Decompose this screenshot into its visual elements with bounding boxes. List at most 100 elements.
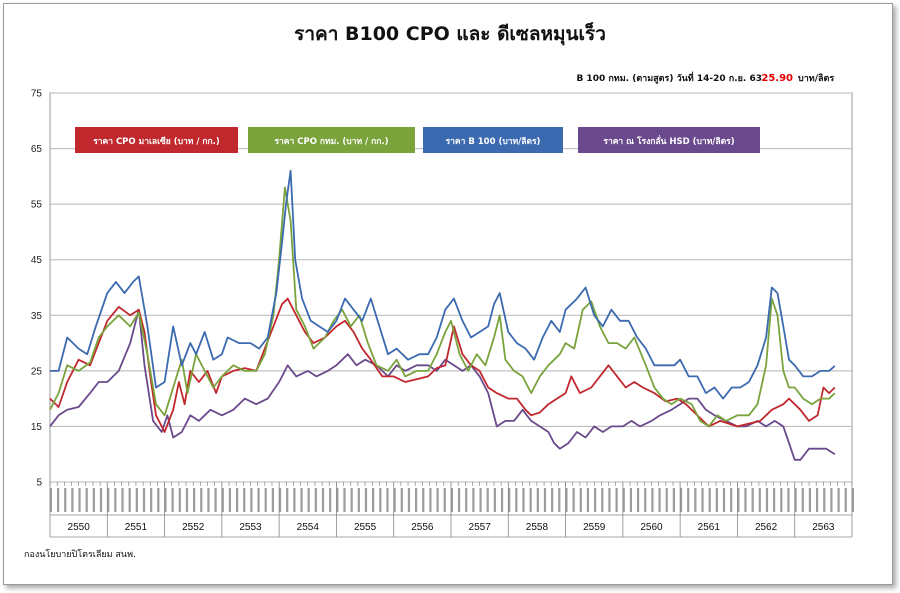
x-week-tick-mark [701, 488, 704, 512]
x-week-tick-glyph [536, 488, 539, 512]
x-week-tick-glyph [773, 488, 776, 512]
x-week-tick-mark [99, 488, 103, 512]
x-week-tick-glyph [271, 488, 274, 512]
x-week-tick-glyph [357, 488, 360, 512]
legend-label-2: ราคา B 100 (บาท/ลิตร) [446, 136, 541, 147]
x-week-tick-glyph [744, 488, 747, 512]
x-week-tick-glyph [730, 488, 733, 512]
x-week-tick-mark [314, 488, 317, 512]
x-week-tick-glyph [608, 488, 611, 512]
x-week-tick-mark [751, 488, 754, 512]
x-week-tick-glyph [243, 488, 246, 512]
x-week-tick-mark [823, 488, 826, 512]
x-week-tick-mark [493, 488, 496, 512]
x-week-tick-glyph [708, 488, 711, 512]
x-week-tick-glyph [135, 488, 138, 512]
x-week-tick-glyph [615, 488, 618, 512]
x-week-tick-mark [551, 488, 554, 512]
b100-price-value: 25.90 [761, 73, 793, 84]
x-week-tick-mark [372, 488, 375, 512]
x-week-tick-glyph [500, 488, 504, 512]
x-week-tick-glyph [436, 488, 439, 512]
x-tick-label-2551: 2551 [125, 522, 148, 533]
y-tick-label: 15 [31, 422, 43, 433]
x-week-tick-glyph [264, 488, 267, 512]
x-week-tick-glyph [142, 488, 146, 512]
x-tick-label-2559: 2559 [583, 522, 606, 533]
x-week-tick-glyph [672, 488, 675, 512]
legend-label-1: ราคา CPO กทม. (บาท / กก.) [274, 137, 388, 147]
x-week-tick-glyph [207, 488, 210, 512]
x-week-tick-glyph [601, 488, 604, 512]
x-week-tick-glyph [715, 488, 718, 512]
x-week-tick-mark [815, 488, 819, 512]
x-week-tick-mark [722, 488, 726, 512]
x-week-tick-glyph [722, 488, 726, 512]
x-week-tick-mark [629, 488, 633, 512]
x-week-tick-mark [171, 488, 174, 512]
x-week-tick-glyph [300, 488, 303, 512]
x-week-tick-mark [307, 488, 310, 512]
x-week-tick-mark [243, 488, 246, 512]
x-week-tick-mark [608, 488, 611, 512]
x-week-tick-mark [615, 488, 618, 512]
legend-swatch-2 [423, 127, 563, 153]
x-week-tick-glyph [844, 488, 847, 512]
x-week-tick-glyph [629, 488, 633, 512]
x-week-tick-glyph [128, 488, 131, 512]
x-week-tick-mark [257, 488, 260, 512]
x-week-tick-glyph [801, 488, 804, 512]
x-week-tick-mark [744, 488, 747, 512]
x-week-tick-glyph [636, 488, 640, 512]
x-week-tick-glyph [99, 488, 103, 512]
x-week-tick-glyph [665, 488, 668, 512]
x-week-tick-glyph [422, 488, 425, 512]
x-week-tick-mark [730, 488, 733, 512]
x-week-tick-mark [443, 488, 446, 512]
x-week-tick-mark [414, 488, 418, 512]
x-week-tick-mark [286, 488, 289, 512]
x-week-tick-glyph [515, 488, 518, 512]
x-week-tick-mark [85, 488, 88, 512]
x-week-tick-glyph [472, 488, 475, 512]
x-week-tick-mark [379, 488, 382, 512]
x-week-tick-mark [271, 488, 274, 512]
x-week-tick-mark [636, 488, 640, 512]
x-week-tick-glyph [150, 488, 153, 512]
x-week-tick-glyph [694, 488, 697, 512]
x-tick-label-2563: 2563 [812, 522, 835, 533]
x-week-tick-glyph [479, 488, 482, 512]
x-week-tick-mark [465, 488, 468, 512]
x-week-tick-glyph [808, 488, 812, 512]
x-week-tick-mark [651, 488, 654, 512]
x-week-tick-glyph [429, 488, 432, 512]
x-week-tick-glyph [71, 488, 74, 512]
x-week-tick-glyph [658, 488, 661, 512]
x-week-tick-mark [150, 488, 153, 512]
x-week-tick-mark [364, 488, 368, 512]
x-week-tick-glyph [443, 488, 446, 512]
series-line-0 [49, 297, 836, 433]
x-week-tick-glyph [787, 488, 790, 512]
x-week-tick-glyph [493, 488, 496, 512]
x-week-tick-mark [214, 488, 217, 512]
x-week-tick-mark [594, 488, 597, 512]
x-week-tick-mark [178, 488, 181, 512]
x-week-tick-glyph [64, 488, 67, 512]
x-week-tick-glyph [178, 488, 181, 512]
x-week-tick-glyph [522, 488, 525, 512]
x-week-tick-glyph [350, 488, 353, 512]
x-week-tick-mark [472, 488, 475, 512]
x-week-tick-glyph [551, 488, 554, 512]
x-week-tick-mark [436, 488, 439, 512]
x-week-tick-glyph [558, 488, 561, 512]
x-week-tick-glyph [758, 488, 761, 512]
x-week-tick-mark [357, 488, 360, 512]
x-week-tick-mark [264, 488, 267, 512]
x-week-tick-mark [114, 488, 117, 512]
x-week-tick-glyph [543, 488, 547, 512]
chart-title: ราคา B100 CPO และ ดีเซลหมุนเร็ว [294, 21, 606, 46]
series-line-1 [49, 186, 836, 428]
x-week-tick-mark [558, 488, 561, 512]
x-week-tick-glyph [257, 488, 260, 512]
